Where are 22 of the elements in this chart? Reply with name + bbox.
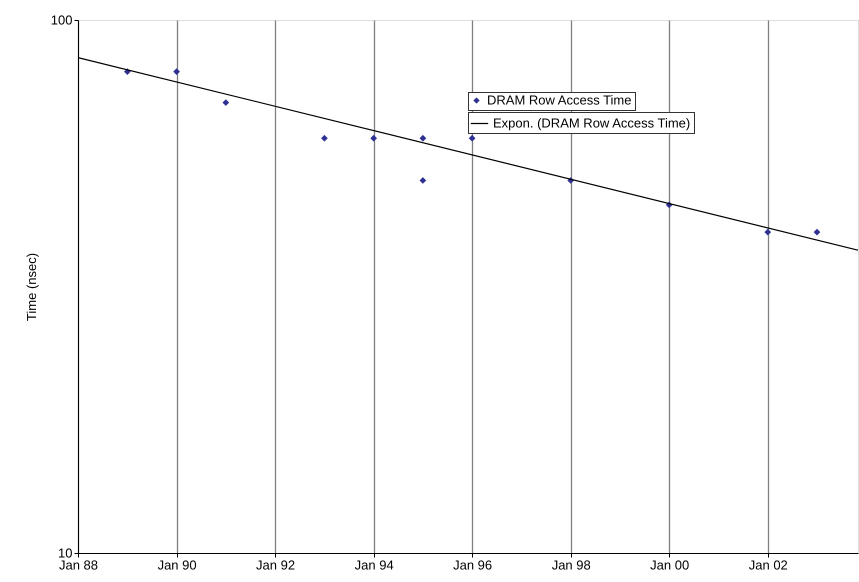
- point: [173, 68, 180, 76]
- legend-label: Expon. (DRAM Row Access Time): [493, 116, 690, 130]
- point: [814, 228, 820, 236]
- x-tick-label: Jan 02: [748, 558, 788, 572]
- legend-label: DRAM Row Access Time: [487, 92, 632, 108]
- x-tick-label: Jan 98: [552, 558, 591, 572]
- point: [420, 177, 426, 184]
- x-tick-label: Jan 96: [453, 558, 492, 572]
- x-tick-label: Jan 94: [354, 558, 394, 572]
- point: [420, 134, 426, 142]
- point: [370, 134, 378, 142]
- point: [764, 228, 772, 236]
- y-axis-title: Time (nsec): [24, 252, 39, 322]
- y-tick-label: 10: [58, 546, 72, 560]
- y-tick-label: 100: [50, 12, 72, 28]
- point: [468, 134, 476, 142]
- x-tick-label: Jan 92: [256, 558, 296, 572]
- x-tick-label: Jan 90: [158, 558, 197, 572]
- point: [321, 134, 328, 142]
- x-tick-label: Jan 00: [650, 558, 690, 572]
- point: [222, 99, 230, 106]
- x-tick-label: Jan 88: [58, 558, 98, 572]
